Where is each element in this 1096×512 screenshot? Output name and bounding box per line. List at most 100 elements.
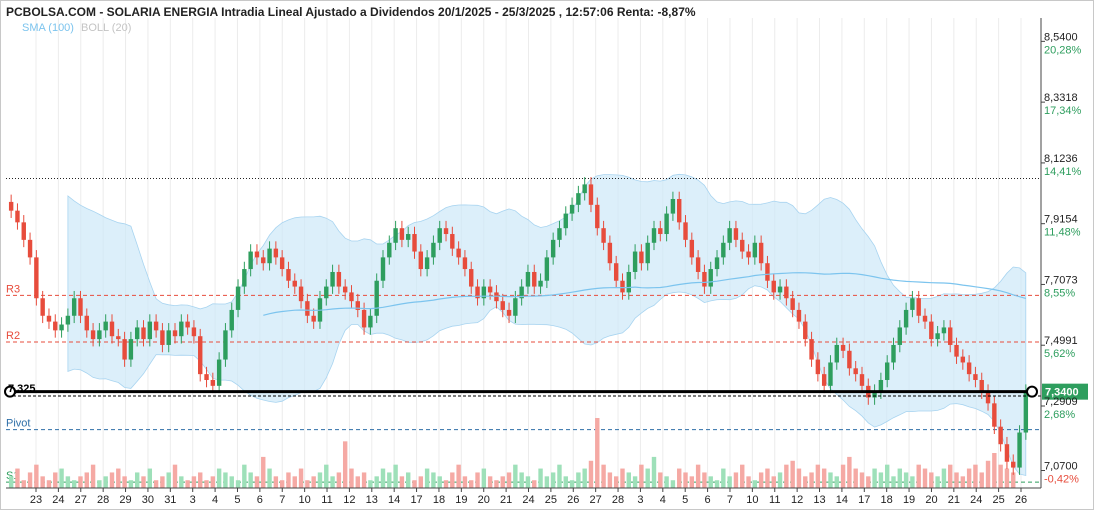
volume-bar — [317, 472, 323, 488]
volume-bar — [506, 472, 512, 488]
candle-body — [796, 309, 802, 322]
candle-body — [588, 184, 594, 205]
volume-bar — [242, 464, 247, 488]
candle-body — [966, 362, 972, 375]
candle-body — [134, 327, 140, 340]
candle-body — [538, 280, 543, 287]
volume-bar — [204, 480, 209, 488]
candle-body — [847, 350, 852, 369]
volume-bar — [235, 480, 241, 488]
candle-body — [46, 315, 52, 322]
volume-bar — [796, 468, 802, 488]
legend-sma[interactable]: SMA (100) — [22, 22, 74, 34]
x-tick-label: 6 — [705, 494, 711, 506]
candle-body — [897, 327, 903, 345]
candle-body — [191, 327, 197, 337]
x-tick-label: 7 — [727, 494, 733, 506]
x-tick-label: 20 — [478, 494, 490, 506]
volume-bar — [90, 464, 96, 488]
x-tick-label: 4 — [212, 494, 218, 506]
volume-bar — [216, 468, 222, 488]
volume-bar — [708, 476, 713, 488]
volume-bar — [689, 476, 695, 488]
candle-body — [141, 327, 146, 340]
level-label-pivot: Pivot — [6, 418, 30, 430]
volume-bar — [141, 476, 146, 488]
volume-bar — [607, 472, 613, 488]
candle-body — [721, 242, 726, 258]
candle-body — [828, 362, 833, 386]
volume-bar — [985, 460, 991, 488]
y-tick-price: 7,7073 — [1044, 274, 1078, 286]
candle-body — [960, 356, 966, 363]
candle-body — [59, 324, 64, 331]
candle-body — [311, 315, 316, 322]
volume-bar — [361, 472, 367, 488]
volume-bar — [223, 472, 228, 488]
candle-body — [809, 339, 814, 360]
volume-bar — [134, 472, 140, 488]
volume-bar — [475, 472, 480, 488]
x-tick-label: 24 — [522, 494, 534, 506]
candle-body — [506, 309, 512, 316]
x-tick-label: 3 — [637, 494, 643, 506]
volume-bar — [941, 468, 947, 488]
candle-body — [153, 321, 159, 331]
candle-body — [462, 257, 468, 270]
volume-bar — [992, 453, 997, 488]
volume-bar — [229, 476, 234, 488]
candle-body — [777, 286, 783, 293]
candlesticks — [8, 177, 1029, 475]
y-tick-price: 8,1236 — [1044, 153, 1078, 165]
volume-bar — [960, 476, 966, 488]
volume-bars — [8, 418, 1016, 488]
candle-body — [84, 315, 89, 331]
candle-body — [128, 339, 134, 360]
candle-body — [752, 242, 758, 258]
candle-body — [380, 257, 386, 281]
candle-body — [90, 330, 96, 340]
candle-body — [651, 228, 657, 243]
level-label-r3: R3 — [6, 283, 20, 295]
level-label-r2: R2 — [6, 330, 20, 342]
volume-bar — [481, 468, 487, 488]
x-tick-label: 19 — [903, 494, 915, 506]
volume-bar — [910, 476, 915, 488]
legend-boll[interactable]: BOLL (20) — [81, 22, 132, 34]
volume-bar — [128, 480, 134, 488]
candle-body — [563, 213, 568, 229]
volume-bar — [695, 464, 701, 488]
volume-bar — [777, 472, 783, 488]
volume-bar — [519, 472, 524, 488]
sma-path — [263, 272, 1026, 316]
x-tick-label: 13 — [813, 494, 825, 506]
candle-body — [166, 330, 171, 345]
candle-body — [273, 248, 279, 258]
volume-bar — [954, 472, 959, 488]
candle-body — [645, 242, 650, 264]
candle-body — [620, 280, 625, 293]
volume-bar — [632, 476, 638, 488]
volume-bar — [53, 472, 58, 488]
candle-body — [368, 315, 373, 328]
volume-bar — [664, 476, 669, 488]
volume-bar — [160, 476, 165, 488]
candle-body — [223, 330, 228, 360]
candle-body — [519, 286, 524, 299]
candle-body — [103, 321, 108, 331]
candle-body — [613, 263, 619, 281]
candle-body — [985, 391, 991, 404]
candle-body — [670, 198, 676, 214]
candle-body — [286, 269, 291, 281]
volume-bar — [254, 476, 260, 488]
candle-body — [8, 201, 14, 211]
x-tick-label: 28 — [612, 494, 624, 506]
candle-body — [771, 280, 776, 293]
x-tick-label: 6 — [257, 494, 263, 506]
candle-body — [550, 239, 556, 258]
volume-bar — [620, 468, 625, 488]
volume-bar — [714, 480, 720, 488]
x-tick-label: 7 — [279, 494, 285, 506]
candle-body — [973, 374, 978, 380]
